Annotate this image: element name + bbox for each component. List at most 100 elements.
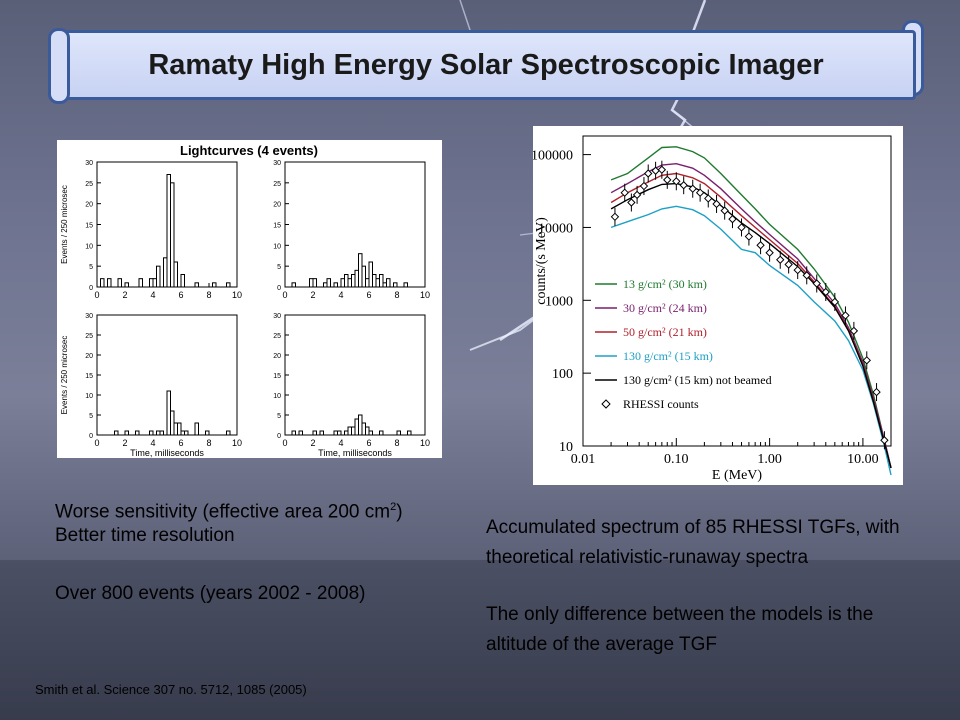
histogram-bar [124,430,129,436]
data-point [663,175,672,185]
histogram-bar [124,282,129,288]
x-tick-label: 2 [122,290,127,300]
y-tick-label: 15 [85,373,93,380]
histogram-bar [138,278,143,288]
x-axis-label: Time, milliseconds [130,448,204,458]
spectrum-caption-line1: Accumulated spectrum of 85 RHESSI TGFs, … [486,517,900,538]
histogram-bar [117,278,122,288]
histogram-bar [180,430,185,436]
y-tick-label: 100000 [533,149,573,164]
data-point [728,214,737,224]
x-tick-label: 6 [178,438,183,448]
y-tick-label: 20 [85,353,93,360]
legend-label: 30 g/cm² (24 km) [623,301,707,315]
x-tick-label: 2 [310,438,315,448]
paren-close: ) [396,501,403,523]
histogram-bar [403,282,408,288]
models-caption-line2: altitude of the average TGF [486,634,717,655]
histogram-bar [365,278,370,288]
histogram-bar [226,430,231,436]
citation: Smith et al. Science 307 no. 5712, 1085 … [35,682,307,697]
x-axis-label: E (MeV) [712,468,762,483]
histogram-bar [372,274,377,288]
histogram-bar [340,278,345,288]
model-line [610,205,892,476]
y-tick-label: 25 [273,333,281,340]
histogram-bar [166,390,171,436]
x-tick-label: 0.01 [571,452,596,467]
data-point [644,169,653,178]
x-tick-label: 8 [206,438,211,448]
histogram-bar [407,430,412,436]
x-tick-label: 4 [338,290,343,300]
x-tick-label: 8 [394,290,399,300]
histogram-bar [323,282,328,288]
data-point [704,194,713,203]
y-tick-label: 15 [273,373,281,380]
legend-label: 50 g/cm² (21 km) [623,325,707,339]
y-tick-label: 1000 [545,294,573,309]
y-axis-label: counts/(s MeV) [534,217,549,305]
data-point [639,181,649,191]
x-tick-label: 6 [366,438,371,448]
x-tick-label: 0 [94,290,99,300]
histogram-bar [170,410,175,436]
models-caption-line1: The only difference between the models i… [486,604,874,625]
x-tick-label: 8 [394,438,399,448]
legend-label: RHESSI counts [623,397,699,411]
histogram-bar [184,430,189,436]
data-point [610,212,620,222]
data-point [812,279,821,288]
histogram-bar [166,174,171,288]
x-tick-label: 8 [206,290,211,300]
histogram-bar [291,282,296,288]
histogram-bar [337,430,342,436]
x-tick-label: 10 [420,290,430,300]
x-tick-label: 2 [122,438,127,448]
histogram-bar [114,430,119,436]
histogram-bar [156,265,161,288]
data-point [737,223,746,232]
time-resolution-text: Better time resolution [55,525,235,546]
y-tick-label: 10 [273,243,281,250]
panel-frame [284,314,426,436]
y-axis-label: Events / 250 microsec [60,336,69,415]
histogram-bar [149,278,154,288]
data-point [802,271,811,280]
model-line [610,146,892,469]
spectrum-panel: 0.01 0.10 1.00 10.00 10 100 1000 10000 100000 E (… [531,126,903,485]
histogram-bar [382,282,387,288]
data-point [784,260,793,269]
y-axis-label: Events / 250 microsec [60,185,69,264]
title-banner [56,30,916,100]
y-tick-label: 25 [85,181,93,188]
y-tick-label: 25 [85,333,93,340]
lightcurves-title: Lightcurves (4 events) [180,143,318,158]
histogram-bar [173,422,178,436]
y-tick-label: 30 [85,160,93,167]
y-tick-label: 15 [273,223,281,230]
histogram-bar [379,274,384,288]
histogram-bar [386,278,391,288]
data-point [849,326,859,336]
histogram-bar [100,278,105,288]
histogram-bar [194,422,199,436]
data-point [793,265,802,275]
histogram-bar [173,261,178,288]
y-tick-label: 10 [85,243,93,250]
y-tick-label: 5 [89,413,93,420]
x-tick-label: 10 [232,290,242,300]
spectrum-chart: 0.01 0.10 1.00 10.00 10 100 1000 10000 100000 E (… [531,135,892,483]
data-point [872,387,881,397]
y-tick-label: 20 [273,202,281,209]
sensitivity-line: Worse sensitivity (effective area 200 cm [55,501,391,523]
histogram-bar [319,430,324,436]
histogram-bar [393,282,398,288]
histogram-bar [226,282,231,288]
y-tick-label: 0 [277,285,281,292]
x-tick-label: 1.00 [757,452,782,467]
histogram-bar [347,278,352,288]
x-tick-label: 0.10 [664,452,689,467]
x-tick-label: 10 [420,438,430,448]
y-tick-label: 0 [89,285,93,292]
